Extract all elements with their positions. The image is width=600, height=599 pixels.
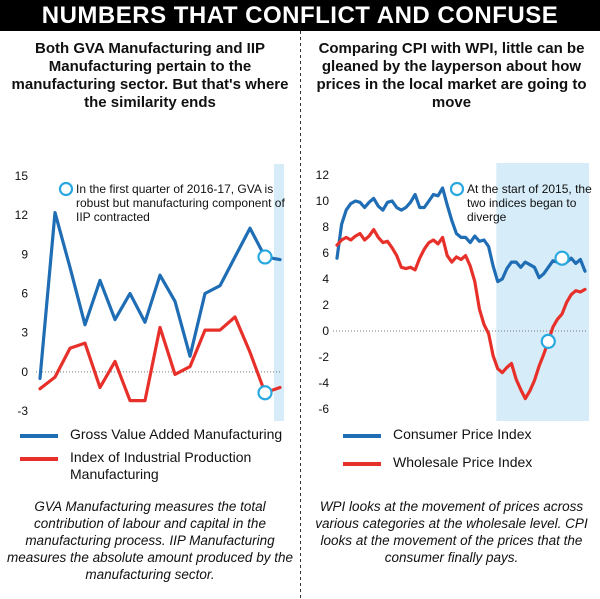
y-tick-label: 12: [15, 208, 29, 222]
y-tick-label: 10: [316, 194, 330, 208]
legend-label-cpi: Consumer Price Index: [393, 426, 532, 442]
legend-swatch-wpi: [343, 462, 381, 466]
highlight-marker: [257, 385, 273, 401]
y-tick-label: 15: [15, 169, 29, 183]
y-tick-label: 3: [21, 326, 28, 340]
series-line-1: [335, 227, 587, 401]
y-tick-label: -6: [318, 402, 329, 416]
right-subtitle: Comparing CPI with WPI, little can be gl…: [316, 40, 587, 111]
annotation-box: At the start of 2015, the two indices be…: [467, 182, 592, 224]
highlight-marker: [257, 249, 273, 265]
legend-item-wpi: Wholesale Price Index: [343, 454, 532, 471]
left-subtitle: Both GVA Manufacturing and IIP Manufactu…: [11, 40, 289, 111]
annotation-text: In the first quarter of 2016-17, GVA is …: [76, 182, 285, 224]
series-line-0: [335, 186, 587, 284]
shaded-region: [274, 164, 284, 421]
series-line-0: [38, 210, 282, 380]
y-tick-label: 0: [322, 324, 329, 338]
legend-label-iip: Index of Industrial Production Manufactu…: [70, 449, 252, 482]
legend-swatch-gva: [20, 434, 58, 438]
y-tick-label: 4: [322, 272, 329, 286]
highlight-marker: [554, 250, 570, 266]
legend-label-wpi: Wholesale Price Index: [393, 454, 533, 470]
left-note: GVA Manufacturing measures the total con…: [7, 499, 293, 582]
y-tick-label: -4: [318, 376, 329, 390]
right-note: WPI looks at the movement of prices acro…: [315, 499, 588, 565]
legend-item-gva: Gross Value Added Manufacturing: [20, 426, 282, 443]
annotation-marker: [449, 181, 465, 197]
y-tick-label: 0: [21, 365, 28, 379]
series-line-1: [38, 315, 282, 403]
y-tick-label: 8: [322, 220, 329, 234]
y-tick-label: 6: [322, 246, 329, 260]
banner-title: NUMBERS THAT CONFLICT AND CONFUSE: [0, 0, 600, 31]
legend-label-gva: Gross Value Added Manufacturing: [70, 426, 283, 442]
y-tick-label: 2: [322, 298, 329, 312]
legend-item-iip: Index of Industrial Production Manufactu…: [20, 449, 280, 483]
panel-divider: [300, 31, 303, 599]
y-tick-label: 9: [21, 247, 28, 261]
y-tick-label: 12: [316, 168, 330, 182]
y-tick-label: -2: [318, 350, 329, 364]
highlight-marker: [540, 333, 556, 349]
legend-item-cpi: Consumer Price Index: [343, 426, 532, 443]
y-tick-label: -3: [17, 404, 28, 418]
gva-iip-chart: -3 0 3 6 9 12 15 In the first quarter of 2016-1…: [15, 164, 285, 421]
y-tick-label: 6: [21, 287, 28, 301]
left-panel: Both GVA Manufacturing and IIP Manufactu…: [0, 31, 300, 599]
annotation-text: At the start of 2015, the two indices be…: [467, 182, 592, 224]
right-panel: Comparing CPI with WPI, little can be gl…: [303, 31, 600, 599]
annotation-box: In the first quarter of 2016-17, GVA is …: [76, 182, 285, 224]
cpi-wpi-chart: -6 -4 -2 0 2 4 6 8 10 12 At the start of 2015, the…: [316, 163, 592, 421]
legend-swatch-iip: [20, 457, 58, 461]
legend-swatch-cpi: [343, 434, 381, 438]
annotation-marker: [58, 181, 74, 197]
